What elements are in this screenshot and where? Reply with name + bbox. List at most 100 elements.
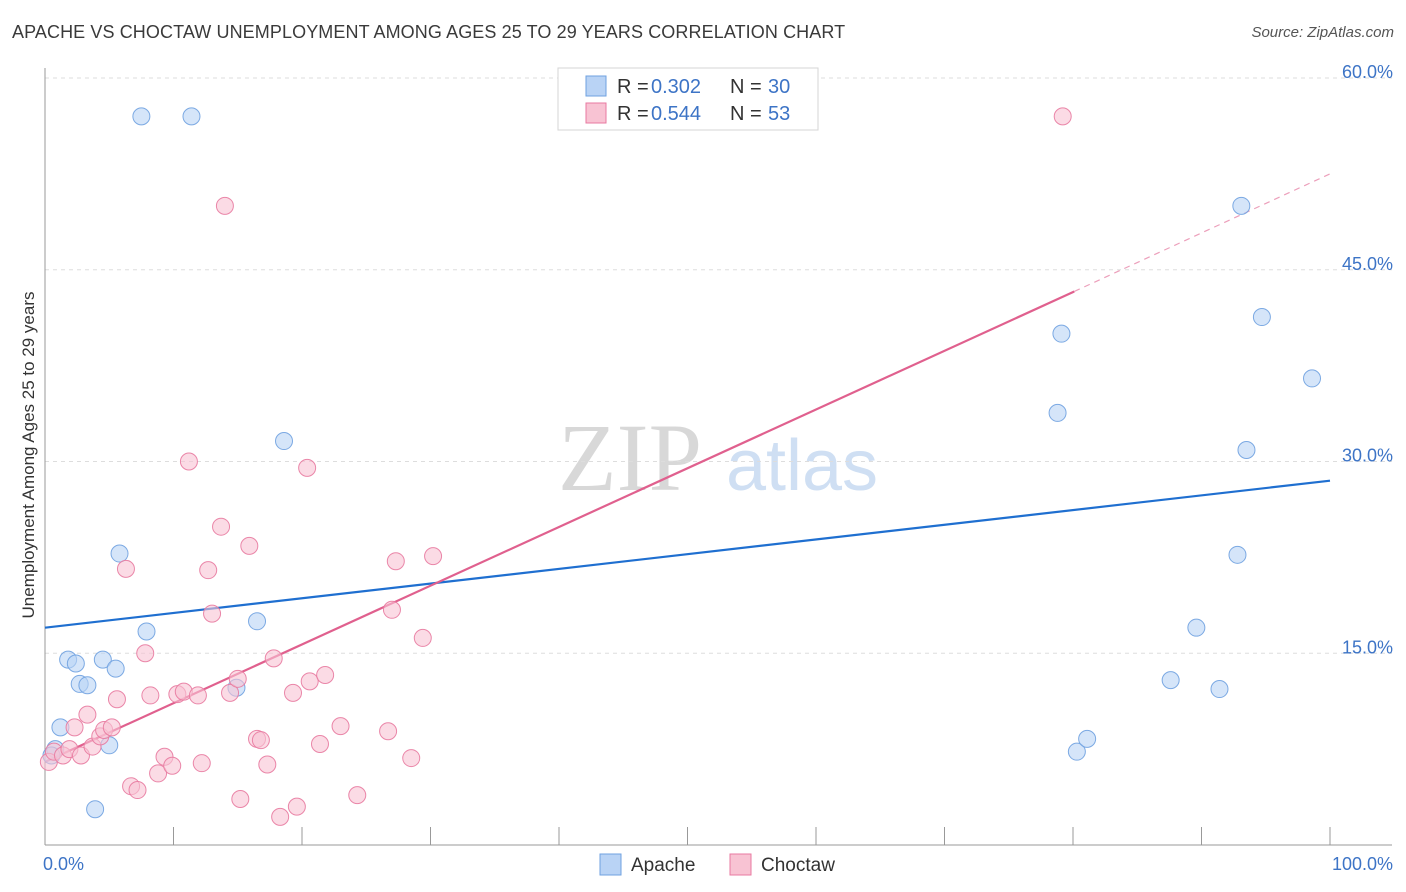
chart-title: APACHE VS CHOCTAW UNEMPLOYMENT AMONG AGE… — [12, 22, 846, 42]
choctaw-point-41 — [300, 672, 319, 691]
bottom-legend-label-apache: Apache — [631, 855, 695, 876]
apache-point-25 — [1232, 196, 1251, 215]
apache-point-16 — [275, 432, 294, 451]
choctaw-point-51 — [424, 547, 443, 566]
legend-r-label-apache: R = — [617, 76, 649, 98]
apache-point-17 — [1048, 403, 1067, 422]
choctaw-point-10 — [102, 718, 121, 737]
choctaw-point-29 — [221, 683, 240, 702]
legend-r-value-apache: 0.302 — [651, 76, 701, 98]
legend-swatch-choctaw — [585, 102, 607, 124]
apache-point-10 — [110, 544, 129, 563]
choctaw-point-46 — [379, 722, 398, 741]
choctaw-point-39 — [287, 797, 306, 816]
legend-r-label-choctaw: R = — [617, 103, 649, 125]
data-points — [39, 107, 1322, 826]
choctaw-point-4 — [65, 718, 84, 737]
x-tick-labels: 0.0% 100.0% — [43, 854, 1393, 874]
legend: R = 0.302 N = 30 R = 0.544 N = 53 — [557, 67, 819, 131]
bottom-legend: Apache Choctaw — [599, 853, 835, 876]
trendlines — [44, 173, 1331, 763]
choctaw-point-26 — [203, 604, 222, 623]
choctaw-point-6 — [78, 705, 97, 724]
choctaw-point-49 — [402, 749, 421, 768]
choctaw-point-28 — [215, 196, 234, 215]
apache-point-18 — [1052, 324, 1071, 343]
y-tick-label-1: 30.0% — [1342, 446, 1393, 466]
choctaw-point-31 — [231, 789, 250, 808]
y-tick-label-2: 45.0% — [1342, 254, 1393, 274]
apache-point-7 — [106, 659, 125, 678]
y-tick-label-0: 15.0% — [1342, 637, 1393, 657]
legend-swatch-apache — [585, 75, 607, 97]
apache-point-5 — [78, 676, 97, 695]
apache-point-22 — [1187, 618, 1206, 637]
watermark-zip: ZIP — [558, 404, 702, 511]
choctaw-point-43 — [316, 665, 335, 684]
choctaw-point-30 — [228, 669, 247, 688]
y-axis-title: Unemployment Among Ages 25 to 29 years — [19, 292, 38, 619]
apache-point-26 — [1237, 440, 1256, 459]
choctaw-point-35 — [258, 755, 277, 774]
apache-point-12 — [132, 107, 151, 126]
choctaw-point-17 — [149, 764, 168, 783]
choctaw-point-23 — [188, 686, 207, 705]
apache-point-28 — [1303, 369, 1322, 388]
choctaw-point-47 — [386, 552, 405, 571]
choctaw-point-36 — [264, 649, 283, 668]
choctaw-point-40 — [298, 458, 317, 477]
choctaw-point-42 — [310, 735, 329, 754]
apache-point-19 — [1067, 742, 1086, 761]
bottom-legend-label-choctaw: Choctaw — [761, 855, 835, 876]
x-tick-label-1: 100.0% — [1332, 854, 1393, 874]
apache-point-21 — [1161, 671, 1180, 690]
choctaw-point-16 — [141, 686, 160, 705]
legend-r-value-choctaw: 0.544 — [651, 103, 701, 125]
apache-point-27 — [1252, 308, 1271, 327]
apache-trendline — [44, 479, 1331, 629]
choctaw-point-45 — [348, 786, 367, 805]
choctaw-trendline — [44, 290, 1075, 763]
watermark-atlas: atlas — [726, 426, 878, 506]
y-tick-label-3: 60.0% — [1342, 62, 1393, 82]
choctaw-point-32 — [240, 536, 259, 555]
choctaw-point-44 — [331, 717, 350, 736]
apache-point-3 — [66, 654, 85, 673]
legend-n-value-apache: 30 — [768, 76, 790, 98]
apache-point-9 — [86, 800, 105, 819]
watermark: ZIP atlas — [558, 404, 878, 511]
axes — [44, 68, 1392, 846]
choctaw-point-24 — [192, 754, 211, 773]
apache-point-13 — [182, 107, 201, 126]
choctaw-point-48 — [382, 600, 401, 619]
choctaw-point-52 — [1053, 107, 1072, 126]
legend-n-label-choctaw: N = — [730, 103, 762, 125]
chart-source: Source: ZipAtlas.com — [1251, 24, 1394, 41]
apache-point-6 — [93, 650, 112, 669]
apache-point-23 — [1210, 680, 1229, 699]
choctaw-point-38 — [284, 683, 303, 702]
choctaw-point-37 — [271, 807, 290, 826]
bottom-legend-swatch-choctaw — [729, 853, 752, 876]
y-tick-labels: 15.0% 30.0% 45.0% 60.0% — [1342, 62, 1393, 657]
choctaw-point-15 — [136, 644, 155, 663]
choctaw-point-11 — [107, 690, 126, 709]
choctaw-point-50 — [413, 628, 432, 647]
choctaw-point-25 — [199, 561, 218, 580]
legend-n-value-choctaw: 53 — [768, 103, 790, 125]
choctaw-point-27 — [212, 517, 231, 536]
bottom-legend-swatch-apache — [599, 853, 622, 876]
legend-n-label-apache: N = — [730, 76, 762, 98]
choctaw-point-22 — [179, 452, 198, 471]
choctaw-point-14 — [128, 781, 147, 800]
choctaw-trendline-extension — [1074, 173, 1331, 293]
apache-point-24 — [1228, 545, 1247, 564]
choctaw-point-19 — [163, 756, 182, 775]
x-tick-label-0: 0.0% — [43, 854, 84, 874]
choctaw-point-34 — [251, 731, 270, 750]
apache-point-20 — [1078, 729, 1097, 748]
apache-point-11 — [137, 622, 156, 641]
gridlines — [45, 77, 1392, 654]
apache-point-15 — [248, 612, 267, 631]
